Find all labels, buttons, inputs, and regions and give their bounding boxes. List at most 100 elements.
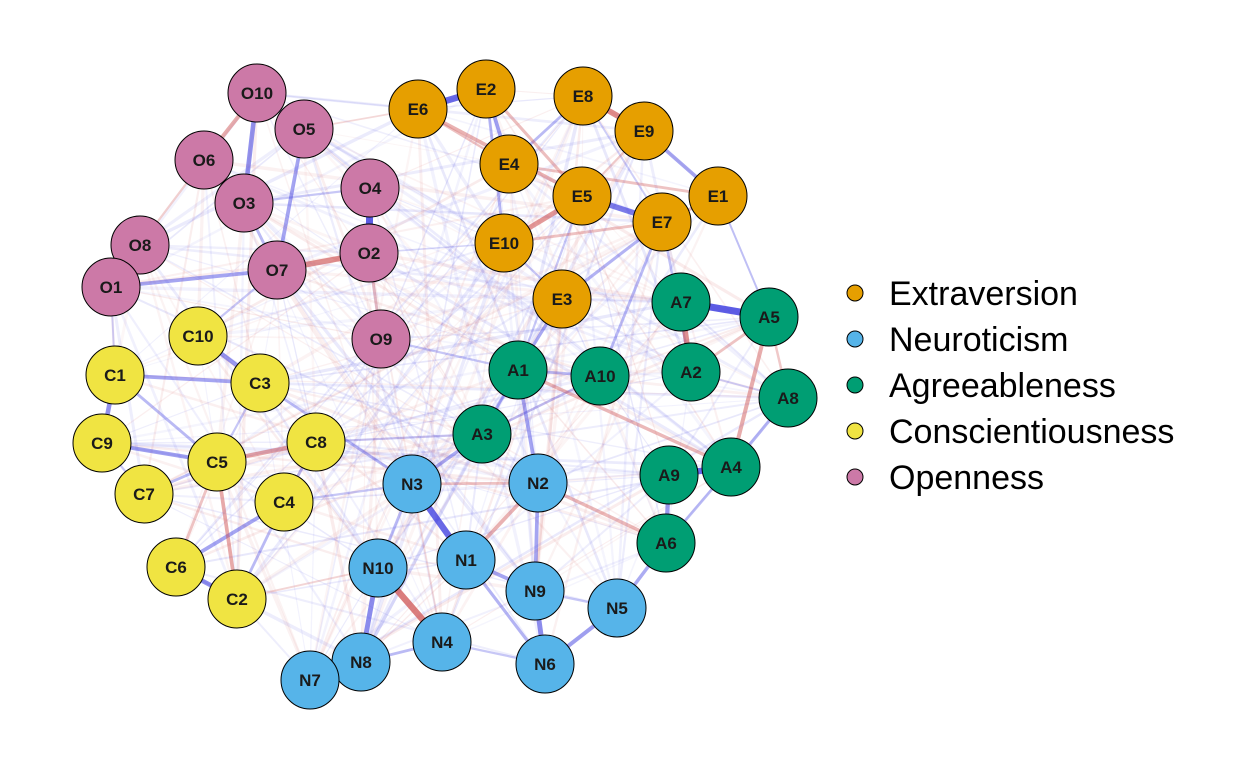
node-circle: [110, 215, 170, 275]
faint-edge: [377, 369, 519, 569]
node-A1: A1: [488, 340, 548, 400]
node-C1: C1: [85, 345, 145, 405]
faint-edge: [507, 163, 733, 468]
node-C8: C8: [286, 412, 346, 472]
node-circle: [254, 472, 314, 532]
faint-edge: [481, 433, 667, 544]
faint-edge: [315, 95, 584, 443]
faint-edge: [303, 128, 682, 303]
edge-E4-E1: [507, 162, 720, 198]
faint-edge: [308, 108, 420, 681]
node-layer: O10 O5 O6 O3 O4 O8 O7 O2 O1 O9 E6 E2 E8 E9 E4 E5 E1 E7 E10…: [72, 59, 818, 710]
node-circle: [187, 432, 247, 492]
faint-edge: [139, 244, 483, 435]
node-label: O4: [359, 179, 382, 198]
faint-edge: [139, 107, 419, 247]
node-E4: E4: [479, 134, 539, 194]
faint-edge: [314, 441, 363, 663]
node-C7: C7: [114, 464, 174, 524]
faint-edge: [533, 195, 584, 592]
node-label: O3: [233, 194, 256, 213]
faint-edge: [101, 252, 370, 444]
node-circle: [639, 445, 699, 505]
faint-edge: [315, 368, 519, 444]
faint-edge: [243, 201, 732, 469]
node-label: E8: [573, 87, 594, 106]
node-A8: A8: [758, 368, 818, 428]
faint-edge: [533, 298, 564, 592]
node-label: E6: [408, 100, 429, 119]
legend-label: Agreeableness: [889, 367, 1116, 405]
legend-label: Extraversion: [889, 275, 1078, 313]
node-label: C7: [133, 485, 155, 504]
node-label: E1: [708, 187, 729, 206]
node-label: C9: [91, 434, 113, 453]
node-label: E5: [572, 187, 593, 206]
faint-edge: [359, 338, 383, 663]
faint-edge: [197, 335, 379, 569]
faint-edge: [369, 187, 618, 609]
node-label: O2: [358, 244, 381, 263]
faint-edge: [243, 201, 519, 372]
legend-swatch: [846, 284, 864, 302]
faint-edge: [517, 368, 789, 400]
node-N10: N10: [348, 538, 408, 598]
faint-edge: [235, 242, 506, 600]
faint-edge: [256, 92, 443, 643]
faint-edge: [534, 474, 670, 592]
faint-edge: [243, 129, 645, 205]
node-label: A7: [670, 293, 692, 312]
node-circle: [479, 134, 539, 194]
node-circle: [348, 538, 408, 598]
faint-edge: [380, 220, 663, 341]
node-circle: [85, 345, 145, 405]
node-circle: [230, 353, 290, 413]
node-label: E3: [552, 290, 573, 309]
faint-edge: [369, 95, 584, 189]
legend: Extraversion Neuroticism Agreeableness Cons…: [846, 275, 1174, 497]
node-E5: E5: [552, 166, 612, 226]
faint-edge: [215, 202, 246, 463]
faint-edge: [203, 159, 261, 384]
faint-edge: [143, 492, 379, 570]
node-O7: O7: [247, 240, 307, 300]
faint-edge: [109, 286, 239, 600]
node-circle: [552, 166, 612, 226]
node-label: E4: [499, 155, 520, 174]
node-label: C3: [249, 374, 271, 393]
faint-edge: [143, 316, 770, 495]
node-C3: C3: [230, 353, 290, 413]
node-label: A8: [777, 389, 799, 408]
faint-edge: [303, 128, 510, 165]
node-E10: E10: [474, 213, 534, 273]
node-label: A2: [680, 363, 702, 382]
legend-item-extraversion: Extraversion: [846, 275, 1078, 313]
node-E2: E2: [456, 59, 516, 119]
node-E1: E1: [688, 166, 748, 226]
node-E3: E3: [532, 269, 592, 329]
node-O4: O4: [340, 158, 400, 218]
faint-edge: [283, 474, 670, 503]
node-N8: N8: [331, 632, 391, 692]
node-label: O6: [193, 151, 216, 170]
faint-edge: [368, 251, 732, 469]
node-circle: [286, 412, 346, 472]
faint-edge: [368, 252, 483, 435]
node-label: N3: [401, 475, 423, 494]
node-A5: A5: [739, 287, 799, 347]
legend-label: Neuroticism: [889, 321, 1068, 359]
faint-edge: [259, 381, 483, 436]
node-circle: [532, 269, 592, 329]
node-E7: E7: [632, 192, 692, 252]
node-label: A5: [758, 308, 780, 327]
node-label: E10: [489, 234, 519, 253]
legend-swatch: [846, 330, 864, 348]
node-label: A4: [720, 458, 742, 477]
faint-edge: [302, 128, 383, 340]
faint-edge: [380, 95, 584, 340]
node-label: O9: [370, 330, 393, 349]
node-O9: O9: [351, 309, 411, 369]
faint-edge: [114, 252, 370, 376]
node-circle: [758, 368, 818, 428]
faint-edge: [258, 382, 380, 569]
